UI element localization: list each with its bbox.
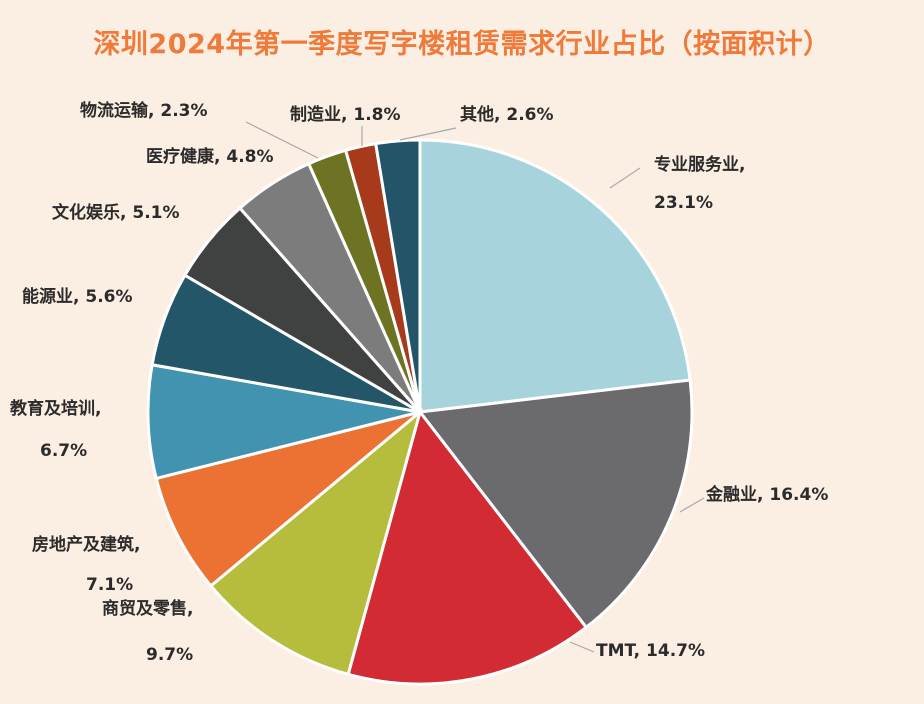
slice-label-2: 金融业, 16.4% — [705, 484, 828, 505]
pie-slice-4 — [208, 407, 423, 677]
pie-slice-1 — [418, 138, 692, 414]
slice-label-7: 能源业, 5.6% — [22, 286, 133, 307]
pie-slice-3 — [346, 408, 589, 686]
slice-label-10: 物流运输, 2.3% — [80, 100, 208, 121]
leader-line-2 — [679, 497, 705, 513]
pie-slice-5 — [154, 410, 421, 588]
slice-label-5: 房地产及建筑, — [32, 534, 140, 555]
slice-label-1: 专业服务业, — [654, 154, 745, 175]
chart-title: 深圳2024年第一季度写字楼租赁需求行业占比（按面积计） — [93, 29, 831, 60]
slice-label-4: 商贸及零售, — [102, 598, 193, 619]
slice-value-1: 23.1% — [654, 193, 713, 213]
slice-label-6: 教育及培训, — [9, 398, 101, 419]
leader-line-12 — [399, 127, 457, 141]
pie-slice-6 — [146, 363, 421, 481]
pie-slice-2 — [417, 378, 694, 630]
pie-slices — [146, 138, 694, 686]
pie-slice-12 — [373, 138, 422, 413]
slice-value-5: 7.1% — [86, 575, 133, 595]
slice-value-4: 9.7% — [146, 645, 193, 665]
leader-line-10 — [245, 121, 319, 159]
slice-value-6: 6.7% — [40, 441, 87, 461]
slice-label-8: 文化娱乐, 5.1% — [52, 202, 180, 223]
slice-label-12: 其他, 2.6% — [460, 104, 554, 125]
leader-line-1 — [609, 167, 641, 189]
slice-label-11: 制造业, 1.8% — [290, 104, 401, 125]
slice-label-9: 医疗健康, 4.8% — [146, 146, 274, 167]
leader-line-3 — [569, 641, 595, 653]
slice-labels: 专业服务业, 23.1% 金融业, 16.4% TMT, 14.7% 商贸及零售, 9.7… — [9, 100, 828, 665]
leader-lines — [245, 121, 705, 653]
slice-label-3: TMT, 14.7% — [596, 641, 705, 661]
